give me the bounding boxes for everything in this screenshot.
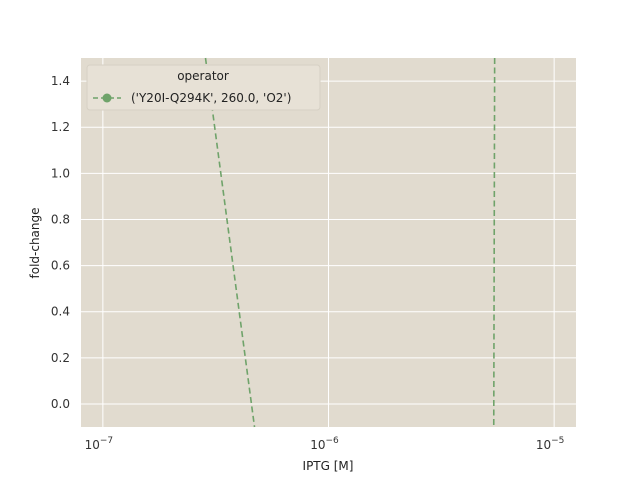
legend: operator ('Y20I-Q294K', 260.0, 'O2') (86, 64, 321, 111)
x-axis-label: IPTG [M] (303, 459, 354, 473)
x-tick-label: 10−7 (85, 436, 114, 452)
x-axis-ticks: 10−7 10−6 10−5 (85, 436, 565, 452)
x-tick-label: 10−6 (310, 436, 339, 452)
legend-box (86, 64, 321, 111)
y-tick-label: 0.6 (51, 259, 70, 273)
series-line (492, 57, 496, 428)
series-layer (204, 57, 496, 428)
legend-entry-0: ('Y20I-Q294K', 260.0, 'O2') (131, 91, 291, 105)
y-axis-label: fold-change (28, 207, 42, 278)
series-line (204, 57, 256, 428)
y-tick-label: 0.4 (51, 305, 70, 319)
y-tick-label: 0.2 (51, 351, 70, 365)
y-axis-ticks: 0.0 0.2 0.4 0.6 0.8 1.0 1.2 1.4 (51, 74, 70, 411)
legend-title: operator (177, 69, 229, 83)
y-tick-label: 1.4 (51, 74, 70, 88)
legend-marker (102, 93, 112, 103)
y-tick-label: 1.2 (51, 120, 70, 134)
x-tick-label: 10−5 (536, 436, 565, 452)
y-tick-label: 1.0 (51, 166, 70, 180)
y-tick-label: 0.8 (51, 212, 70, 226)
y-tick-label: 0.0 (51, 397, 70, 411)
